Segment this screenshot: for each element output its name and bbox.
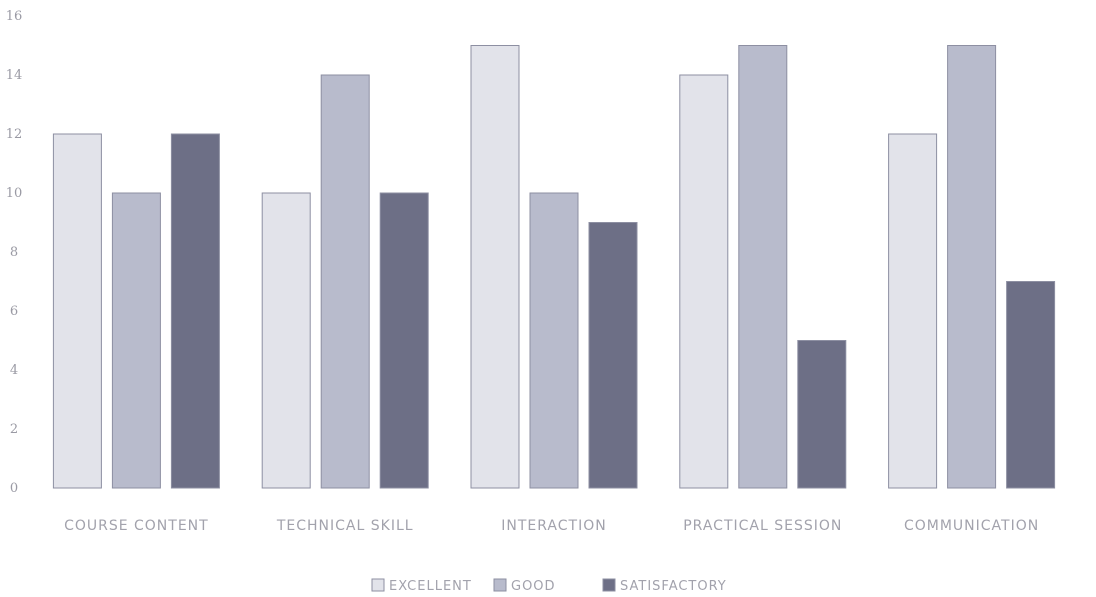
bar-good-3 — [529, 192, 579, 489]
y-tick-label: 4 — [10, 363, 18, 378]
bar-satisfactory-3 — [588, 222, 638, 489]
bar-good-4 — [738, 45, 788, 489]
y-tick-label: 2 — [10, 422, 18, 437]
category-label: COURSE CONTENT — [64, 518, 209, 534]
legend-swatch-satisfactory — [602, 578, 616, 592]
legend-swatch-excellent — [371, 578, 385, 592]
category-label: PRACTICAL SESSION — [683, 518, 842, 534]
category-label: TECHNICAL SKILL — [276, 518, 414, 534]
bar-satisfactory-5 — [1006, 281, 1056, 489]
y-tick-label: 14 — [6, 68, 23, 83]
bar-excellent-3 — [470, 45, 520, 489]
bar-satisfactory-1 — [170, 133, 220, 489]
legend-swatch-good — [493, 578, 507, 592]
bar-satisfactory-2 — [379, 192, 429, 489]
y-tick-label: 8 — [10, 245, 18, 260]
bar-excellent-2 — [261, 192, 311, 489]
bar-good-1 — [111, 192, 161, 489]
legend-label-good: GOOD — [511, 579, 556, 594]
y-tick-label: 10 — [6, 186, 23, 201]
bar-excellent-1 — [52, 133, 102, 489]
legend-label-excellent: EXCELLENT — [389, 579, 472, 594]
y-tick-label: 16 — [6, 9, 23, 24]
bar-excellent-4 — [679, 74, 729, 489]
bar-excellent-5 — [888, 133, 938, 489]
y-axis: 0 2 4 6 8 10 12 14 16 — [6, 9, 23, 496]
category-label: INTERACTION — [501, 518, 606, 534]
bars — [52, 45, 1056, 489]
legend-label-satisfactory: SATISFACTORY — [620, 579, 727, 594]
x-axis: COURSE CONTENT TECHNICAL SKILL INTERACTION… — [64, 518, 1039, 534]
bar-satisfactory-4 — [797, 340, 847, 489]
bar-good-5 — [947, 45, 997, 489]
legend: EXCELLENT GOOD SATISFACTORY — [371, 578, 727, 594]
y-tick-label: 12 — [6, 127, 23, 142]
y-tick-label: 6 — [10, 304, 18, 319]
category-label: COMMUNICATION — [904, 518, 1039, 534]
y-tick-label: 0 — [10, 481, 18, 496]
bar-good-2 — [320, 74, 370, 489]
